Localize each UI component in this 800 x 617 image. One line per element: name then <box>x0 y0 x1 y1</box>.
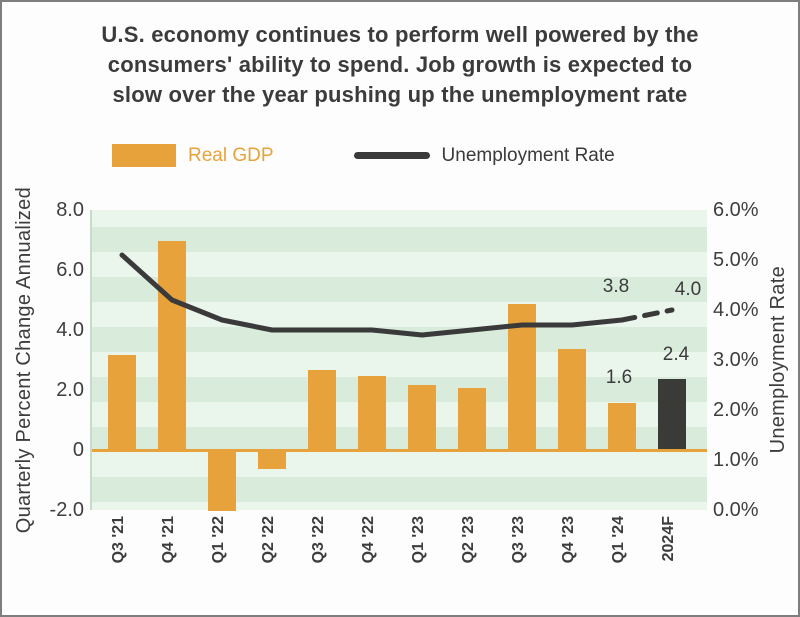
unemployment-line-swatch-icon <box>353 152 430 159</box>
right-tick-0.0pct: 0.0% <box>713 499 759 521</box>
gdp-bar-q423 <box>558 349 586 451</box>
x-label-q323: Q3 '23 <box>510 516 527 564</box>
x-label-q321: Q3 '21 <box>110 516 127 564</box>
line-segment-actual <box>119 252 625 338</box>
gdp-bar-q122 <box>208 451 236 511</box>
chart-title: U.S. economy continues to perform well p… <box>2 20 798 110</box>
gdp-bar-q421 <box>158 241 186 451</box>
left-tick--2.0: -2.0 <box>49 499 84 521</box>
left-tick-8.0: 8.0 <box>56 199 84 221</box>
right-tick-5.0pct: 5.0% <box>713 249 759 271</box>
annotation-2-4: 2.4 <box>662 344 690 365</box>
gdp-bar-q124 <box>608 403 636 451</box>
chart-title-line-1: U.S. economy continues to perform well p… <box>101 22 699 47</box>
left-tick-0: 0 <box>72 439 84 461</box>
x-label-q222: Q2 '22 <box>260 516 277 564</box>
left-axis-title: Quarterly Percent Change Annualized <box>12 186 35 534</box>
gdp-bar-q322 <box>308 370 336 451</box>
legend-item-unemployment: Unemployment Rate <box>353 144 615 167</box>
x-label-q124: Q1 '24 <box>610 516 627 564</box>
x-label-q123: Q1 '23 <box>410 516 427 564</box>
annotation-4-0: 4.0 <box>674 279 702 300</box>
gdp-bar-q321 <box>108 355 136 451</box>
x-label-q322: Q3 '22 <box>310 516 327 564</box>
unemployment-legend-label: Unemployment Rate <box>441 144 615 166</box>
gdp-bar-q422 <box>358 376 386 451</box>
line-segment-forecast <box>619 307 675 323</box>
gdp-bar-q323 <box>508 304 536 451</box>
x-label-q421: Q4 '21 <box>160 516 177 564</box>
legend-item-real-gdp: Real GDP <box>112 144 274 167</box>
right-tick-6.0pct: 6.0% <box>713 199 759 221</box>
x-label-q422: Q4 '22 <box>360 516 377 564</box>
gdp-bar-q223 <box>458 388 486 451</box>
chart-title-line-2: consumers' ability to spend. Job growth … <box>107 52 693 77</box>
right-tick-2.0pct: 2.0% <box>713 399 759 421</box>
right-tick-1.0pct: 1.0% <box>713 449 759 471</box>
left-tick-6.0: 6.0 <box>56 259 84 281</box>
real-gdp-legend-label: Real GDP <box>188 144 274 166</box>
legend: Real GDP Unemployment Rate <box>112 144 615 167</box>
x-label-2024f: 2024F <box>660 516 677 562</box>
annotation-1-6: 1.6 <box>605 367 633 388</box>
chart-title-line-3: slow over the year pushing up the unempl… <box>112 82 688 107</box>
x-label-q223: Q2 '23 <box>460 516 477 564</box>
right-tick-3.0pct: 3.0% <box>713 349 759 371</box>
gdp-bar-2024f <box>658 379 686 451</box>
unemployment-rate-line <box>119 252 675 338</box>
zero-baseline <box>92 449 707 452</box>
right-axis-title: Unemployment Rate <box>766 266 789 454</box>
gdp-bar-q222 <box>258 451 286 469</box>
gdp-bar-q123 <box>408 385 436 451</box>
x-label-q122: Q1 '22 <box>210 516 227 564</box>
x-label-q423: Q4 '23 <box>560 516 577 564</box>
left-tick-2.0: 2.0 <box>56 379 84 401</box>
real-gdp-swatch-icon <box>112 144 176 167</box>
right-tick-4.0pct: 4.0% <box>713 299 759 321</box>
annotation-3-8: 3.8 <box>602 276 630 297</box>
left-tick-4.0: 4.0 <box>56 319 84 341</box>
plot-area: 3.8 4.0 1.6 2.4 <box>90 210 707 511</box>
